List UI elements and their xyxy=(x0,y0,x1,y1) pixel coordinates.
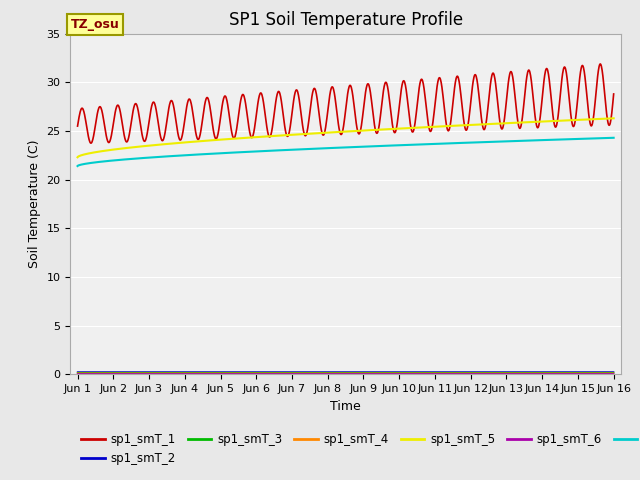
sp1_smT_2 xyxy=(499,369,506,375)
sp1_smT_3 xyxy=(546,370,554,375)
sp1_smT_1 xyxy=(74,123,81,129)
sp1_smT_4 xyxy=(180,371,188,376)
sp1_smT_7 xyxy=(429,141,436,147)
sp1_smT_4 xyxy=(546,371,554,376)
sp1_smT_3 xyxy=(429,370,436,375)
sp1_smT_6 xyxy=(74,371,81,377)
sp1_smT_6 xyxy=(253,371,260,377)
sp1_smT_3 xyxy=(180,370,188,375)
sp1_smT_2 xyxy=(429,369,436,375)
sp1_smT_2 xyxy=(74,369,81,375)
sp1_smT_1 xyxy=(87,140,95,146)
sp1_smT_4 xyxy=(429,371,436,376)
sp1_smT_7 xyxy=(74,163,81,169)
Text: TZ_osu: TZ_osu xyxy=(70,18,119,31)
sp1_smT_7 xyxy=(193,152,200,157)
sp1_smT_5 xyxy=(193,139,200,144)
sp1_smT_5 xyxy=(429,124,436,130)
sp1_smT_6 xyxy=(499,371,506,377)
sp1_smT_4 xyxy=(74,371,81,376)
sp1_smT_3 xyxy=(610,370,618,375)
sp1_smT_6 xyxy=(193,371,200,377)
sp1_smT_2 xyxy=(546,369,554,375)
sp1_smT_7 xyxy=(180,153,188,158)
sp1_smT_7 xyxy=(546,137,554,143)
sp1_smT_3 xyxy=(499,370,506,375)
Legend: sp1_smT_1, sp1_smT_2, sp1_smT_3, sp1_smT_4, sp1_smT_5, sp1_smT_6, sp1_smT_7: sp1_smT_1, sp1_smT_2, sp1_smT_3, sp1_smT… xyxy=(76,428,640,469)
sp1_smT_7 xyxy=(253,148,260,154)
sp1_smT_1 xyxy=(193,135,201,141)
sp1_smT_2 xyxy=(193,369,200,375)
sp1_smT_5 xyxy=(74,155,81,160)
sp1_smT_6 xyxy=(429,371,436,377)
sp1_smT_4 xyxy=(499,371,506,376)
Line: sp1_smT_5: sp1_smT_5 xyxy=(77,118,614,157)
sp1_smT_1 xyxy=(180,121,188,127)
sp1_smT_2 xyxy=(180,369,188,375)
sp1_smT_3 xyxy=(193,370,200,375)
sp1_smT_2 xyxy=(610,369,618,375)
sp1_smT_1 xyxy=(610,91,618,97)
sp1_smT_4 xyxy=(253,371,260,376)
sp1_smT_2 xyxy=(253,369,260,375)
Y-axis label: Soil Temperature (C): Soil Temperature (C) xyxy=(28,140,41,268)
Line: sp1_smT_1: sp1_smT_1 xyxy=(77,64,614,143)
sp1_smT_6 xyxy=(180,371,188,377)
sp1_smT_1 xyxy=(253,106,261,111)
X-axis label: Time: Time xyxy=(330,400,361,413)
sp1_smT_4 xyxy=(193,371,200,376)
Title: SP1 Soil Temperature Profile: SP1 Soil Temperature Profile xyxy=(228,11,463,29)
sp1_smT_3 xyxy=(253,370,260,375)
sp1_smT_1 xyxy=(429,119,437,125)
sp1_smT_5 xyxy=(253,134,260,140)
sp1_smT_5 xyxy=(499,120,506,126)
sp1_smT_1 xyxy=(596,61,604,67)
sp1_smT_5 xyxy=(610,115,618,121)
sp1_smT_6 xyxy=(610,371,618,377)
sp1_smT_1 xyxy=(499,124,507,130)
sp1_smT_4 xyxy=(610,371,618,376)
sp1_smT_7 xyxy=(499,139,506,144)
sp1_smT_5 xyxy=(546,118,554,124)
sp1_smT_6 xyxy=(546,371,554,377)
sp1_smT_7 xyxy=(610,135,618,141)
sp1_smT_5 xyxy=(180,140,188,145)
Line: sp1_smT_7: sp1_smT_7 xyxy=(77,138,614,166)
sp1_smT_1 xyxy=(547,87,554,93)
sp1_smT_3 xyxy=(74,370,81,375)
